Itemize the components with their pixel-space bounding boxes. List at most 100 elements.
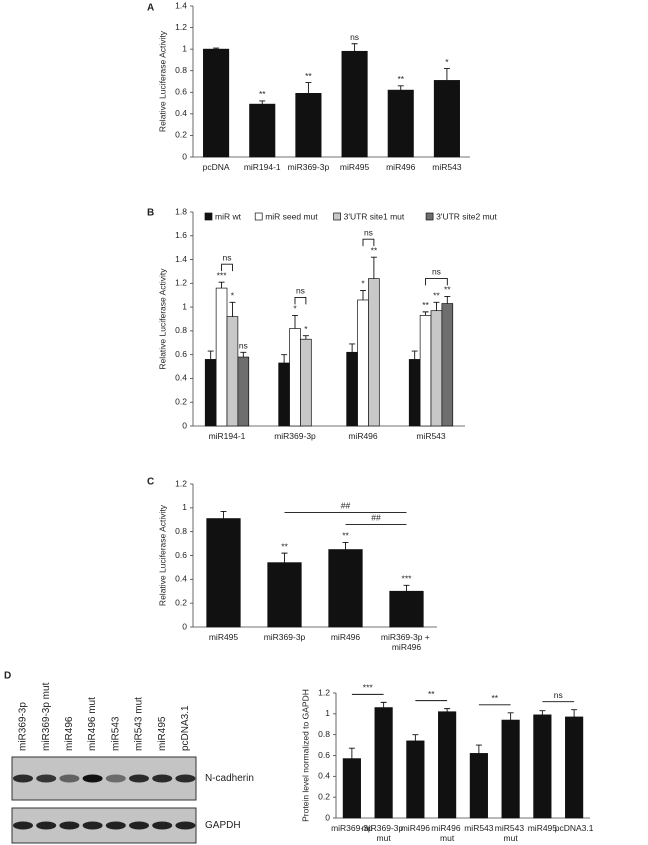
error-bar bbox=[220, 510, 227, 519]
x-tick-label: pcDNA bbox=[203, 162, 230, 172]
y-tick-label: 0 bbox=[182, 151, 187, 161]
y-tick-label: 0.6 bbox=[175, 349, 187, 359]
error-bar bbox=[229, 301, 236, 317]
lane-label: pcDNA3.1 bbox=[180, 705, 191, 751]
bar bbox=[203, 48, 230, 158]
legend-label: 3'UTR site1 mut bbox=[344, 211, 405, 221]
significance-label: ** bbox=[371, 245, 378, 255]
error-bar bbox=[380, 701, 387, 708]
error-bar bbox=[444, 708, 451, 712]
x-tick-label: miR495 bbox=[528, 823, 558, 833]
error-bar bbox=[422, 311, 429, 316]
panel-label: C bbox=[147, 477, 154, 488]
bracket-label: ns bbox=[223, 252, 232, 262]
legend-label: miR seed mut bbox=[265, 211, 318, 221]
y-tick-label: 0.6 bbox=[318, 750, 330, 760]
bar bbox=[300, 338, 312, 427]
significance-label: ** bbox=[305, 71, 312, 81]
significance-bracket bbox=[221, 263, 233, 272]
blot-band bbox=[82, 774, 103, 783]
error-bar bbox=[370, 256, 377, 279]
y-axis-label: Relative Luciferase Activity bbox=[157, 30, 167, 132]
y-tick-label: 0.2 bbox=[175, 597, 187, 607]
x-tick-label: miR543 bbox=[432, 162, 462, 172]
bracket-label: ns bbox=[432, 267, 441, 277]
y-axis-label: Relative Luciferase Activity bbox=[157, 268, 167, 370]
y-axis-label: Protein level normalized to GAPDH bbox=[300, 689, 310, 822]
blot-band bbox=[105, 774, 126, 783]
x-tick-label: miR369-3p + miR496 bbox=[381, 632, 432, 652]
bar bbox=[206, 518, 241, 628]
error-bar bbox=[444, 295, 451, 304]
significance-bracket bbox=[425, 277, 448, 286]
x-tick-label: miR496 bbox=[401, 823, 431, 833]
x-tick-label: miR543 bbox=[464, 823, 494, 833]
y-tick-label: 0.6 bbox=[175, 87, 187, 97]
x-tick-label: miR369-3p bbox=[264, 632, 306, 642]
bar bbox=[433, 80, 460, 158]
x-tick-label: miR369-3p bbox=[331, 823, 373, 833]
error-bar bbox=[571, 709, 578, 717]
legend-swatch bbox=[254, 212, 263, 221]
y-tick-label: 1.2 bbox=[175, 22, 187, 32]
blot-band bbox=[59, 774, 80, 783]
significance-label: ** bbox=[444, 285, 451, 295]
y-tick-label: 0.2 bbox=[318, 791, 330, 801]
significance-label: * bbox=[304, 324, 308, 334]
bar bbox=[387, 89, 414, 158]
blot-band bbox=[129, 774, 149, 783]
significance-label: ** bbox=[422, 300, 429, 310]
y-tick-label: 1.2 bbox=[318, 687, 330, 697]
lane-label: miR495 bbox=[157, 716, 168, 751]
legend-swatch bbox=[425, 212, 434, 221]
lane-label: miR369-3p bbox=[18, 702, 29, 751]
bar bbox=[328, 549, 363, 628]
bracket-label: ** bbox=[428, 689, 435, 699]
bracket-label: ## bbox=[371, 513, 381, 523]
bar bbox=[430, 310, 443, 427]
bar bbox=[374, 707, 393, 819]
bar bbox=[215, 287, 228, 427]
significance-label: ** bbox=[342, 531, 349, 541]
y-tick-label: 0.6 bbox=[175, 550, 187, 560]
y-tick-label: 1.4 bbox=[175, 0, 187, 10]
bracket-label: *** bbox=[363, 683, 374, 693]
bar bbox=[501, 719, 520, 819]
bracket-label: ns bbox=[554, 690, 563, 700]
significance-bracket bbox=[362, 238, 375, 247]
blot-band bbox=[36, 774, 57, 783]
error-bar bbox=[281, 354, 288, 363]
blot-band bbox=[82, 821, 103, 830]
y-tick-label: 0.8 bbox=[175, 526, 187, 536]
significance-label: * bbox=[445, 57, 449, 67]
error-bar bbox=[433, 301, 440, 311]
bar bbox=[419, 315, 432, 427]
y-tick-label: 1.6 bbox=[175, 230, 187, 240]
bracket-label: ns bbox=[296, 286, 305, 296]
bar bbox=[406, 740, 425, 819]
y-tick-label: 0.4 bbox=[318, 771, 330, 781]
panel-label: B bbox=[147, 208, 154, 219]
y-tick-label: 0 bbox=[325, 812, 330, 822]
bar bbox=[204, 359, 217, 427]
bar bbox=[408, 359, 421, 427]
significance-label: * bbox=[293, 304, 297, 314]
significance-label: *** bbox=[402, 574, 413, 584]
error-bar bbox=[305, 82, 312, 94]
error-bar bbox=[360, 290, 366, 300]
lane-label: miR543 bbox=[110, 716, 121, 751]
panel-label: D bbox=[4, 671, 11, 682]
lane-label: miR543 mut bbox=[134, 697, 145, 751]
significance-label: ** bbox=[397, 74, 404, 84]
bracket-label: ** bbox=[491, 693, 498, 703]
y-tick-label: 0.8 bbox=[175, 325, 187, 335]
y-tick-label: 0.8 bbox=[318, 729, 330, 739]
error-bar bbox=[259, 100, 266, 105]
legend-label: 3'UTR site2 mut bbox=[436, 211, 497, 221]
blot-band bbox=[152, 774, 173, 783]
legend-swatch bbox=[333, 212, 341, 221]
band-label: N-cadherin bbox=[205, 773, 254, 784]
error-bar bbox=[507, 712, 514, 721]
error-bar bbox=[207, 350, 214, 360]
